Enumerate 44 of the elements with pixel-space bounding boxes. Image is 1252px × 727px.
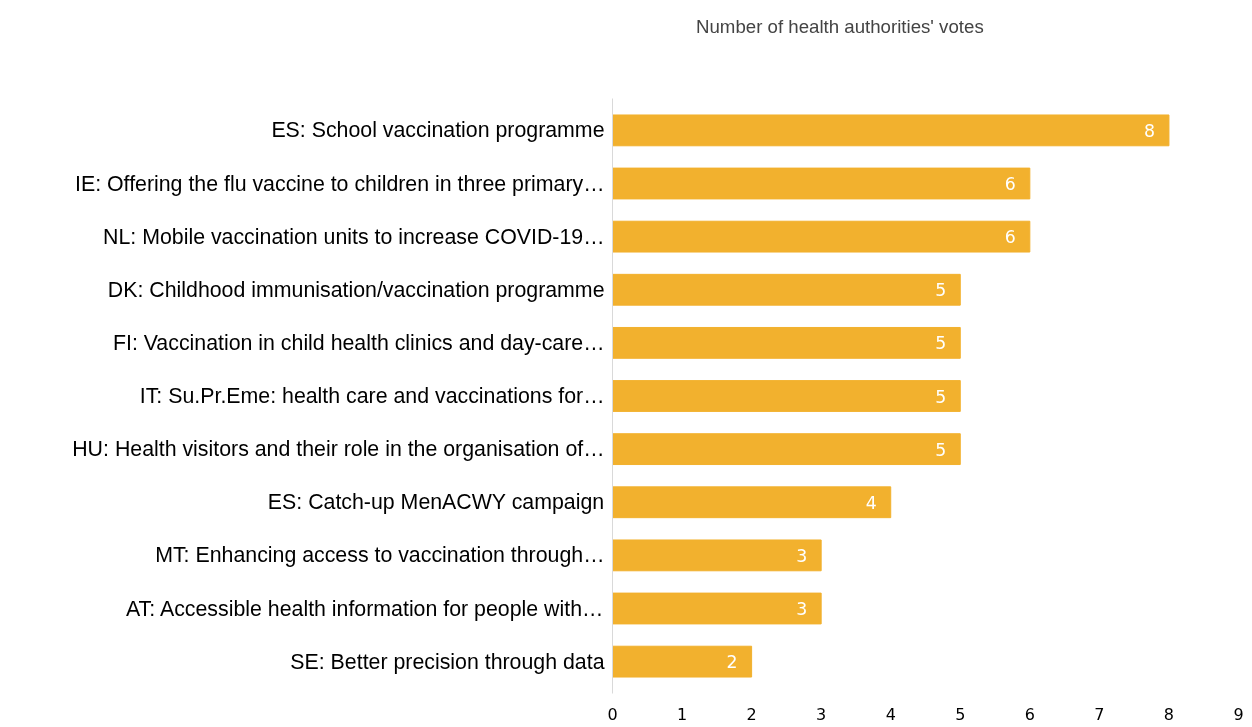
x-tick-label: 6 [1024, 704, 1035, 724]
data-label: 2 [726, 652, 738, 673]
x-tick-label: 4 [885, 704, 896, 724]
data-label: 4 [865, 492, 877, 513]
y-tick-label: IT: Su.Pr.Eme: health care and vaccinations for… [139, 384, 605, 408]
y-tick-label: MT: Enhancing access to vaccination through… [155, 543, 605, 568]
y-tick-label: AT: Accessible health information for people with… [125, 596, 604, 621]
bar [612, 486, 892, 519]
y-tick-label: IE: Offering the flu vaccine to children in three primary… [75, 171, 605, 196]
data-label: 5 [935, 386, 947, 407]
y-tick-label: NL: Mobile vaccination units to increase COVID-19… [103, 224, 605, 249]
bar [612, 433, 961, 466]
bar [612, 592, 822, 625]
data-label: 3 [796, 599, 808, 619]
data-label: 8 [1143, 120, 1155, 141]
y-tick-label: ES: School vaccination programme [271, 118, 605, 143]
bar [612, 645, 753, 678]
bar [612, 380, 961, 412]
text: Number of health authorities' votes [696, 16, 984, 38]
y-tick-label: SE: Better precision through data [290, 649, 605, 674]
data-label: 6 [1004, 227, 1016, 248]
bar [612, 539, 822, 572]
x-tick-label: 0 [607, 704, 618, 724]
bar [612, 220, 1031, 253]
bar [612, 273, 961, 306]
x-tick-label: 2 [746, 704, 757, 724]
bar [612, 167, 1031, 200]
x-tick-label: 5 [955, 704, 966, 724]
y-tick-label: HU: Health visitors and their role in the organisation of… [72, 437, 605, 462]
y-tick-label: FI: Vaccination in child health clinics and day-care… [112, 330, 605, 355]
data-label: 5 [935, 333, 947, 354]
x-tick-label: 8 [1163, 704, 1175, 724]
data-label: 5 [935, 439, 947, 460]
bar [612, 114, 1170, 147]
x-tick-label: 7 [1094, 704, 1105, 724]
data-label: 3 [796, 545, 808, 566]
x-tick-label: 1 [676, 704, 688, 724]
data-label: 5 [935, 280, 947, 301]
data-label: 6 [1004, 174, 1016, 194]
bar [612, 326, 961, 359]
x-tick-label: 9 [1233, 704, 1244, 724]
x-tick-label: 3 [816, 704, 827, 724]
y-tick-label: DK: Childhood immunisation/vaccination programme [107, 277, 605, 302]
y-tick-label: ES: Catch-up MenACWY campaign [267, 490, 605, 515]
